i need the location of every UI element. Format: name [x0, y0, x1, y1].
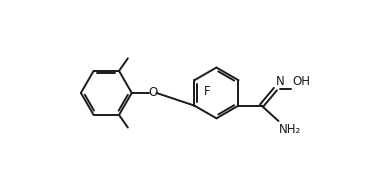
Text: F: F — [204, 85, 210, 98]
Text: OH: OH — [292, 75, 311, 88]
Text: N: N — [276, 75, 285, 88]
Text: O: O — [148, 86, 157, 99]
Text: NH₂: NH₂ — [279, 123, 301, 136]
